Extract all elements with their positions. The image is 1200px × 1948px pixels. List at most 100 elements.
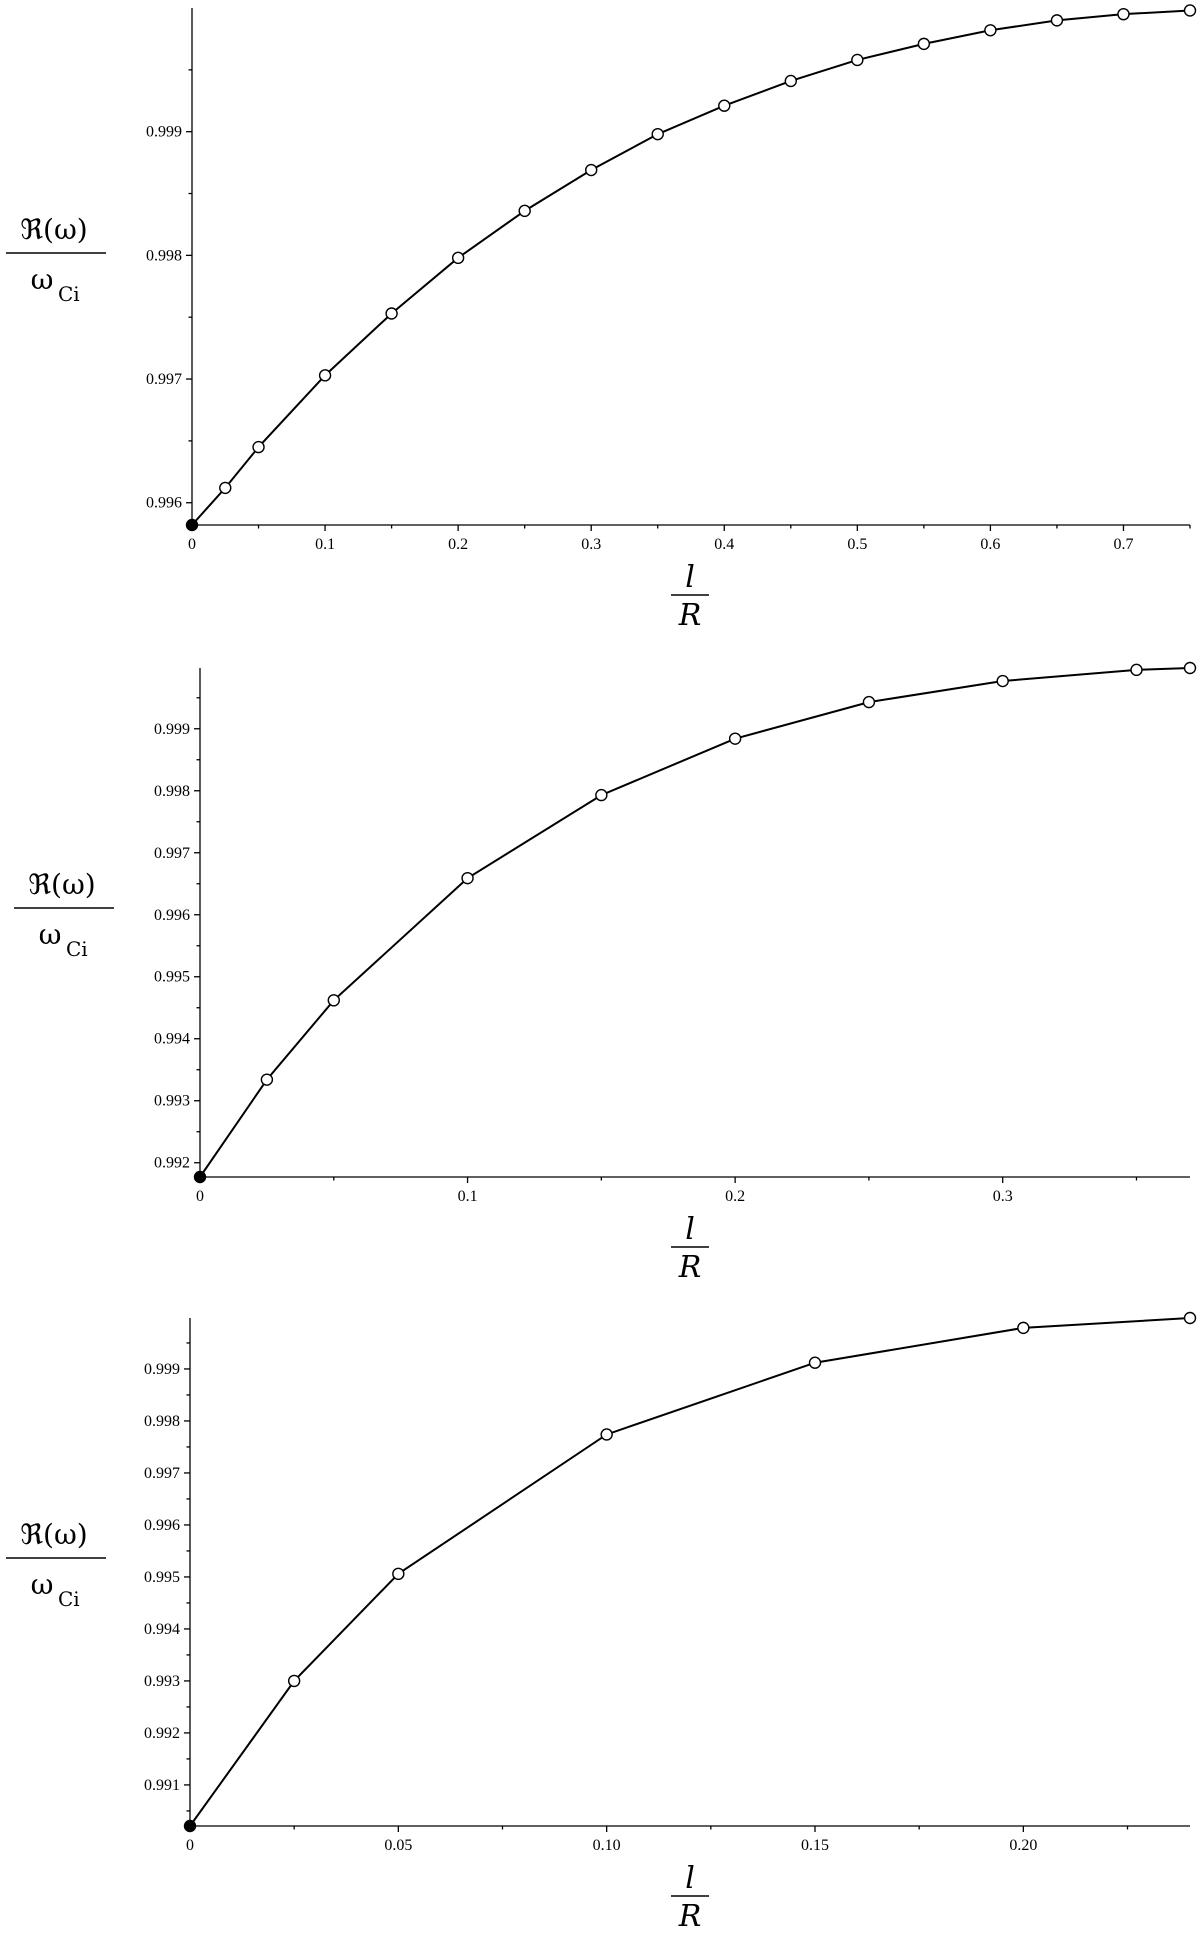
x-tick-label: 0.4 bbox=[714, 536, 734, 553]
data-point bbox=[461, 871, 474, 885]
y-tick-label: 0.992 bbox=[144, 1725, 180, 1742]
data-point bbox=[595, 788, 608, 802]
data-point-filled bbox=[193, 1170, 207, 1184]
y-label-numerator: ℜ(ω) bbox=[28, 868, 95, 901]
series-line bbox=[199, 667, 1191, 1178]
y-label-denominator: ω bbox=[39, 918, 62, 951]
data-point-filled bbox=[185, 518, 199, 532]
y-tick-label: 0.995 bbox=[154, 969, 190, 986]
data-point bbox=[327, 994, 340, 1007]
data-point bbox=[260, 1073, 274, 1086]
y-label-denominator: ω bbox=[31, 1568, 54, 1601]
y-tick-label: 0.996 bbox=[154, 907, 190, 924]
data-point-filled bbox=[183, 1819, 197, 1833]
x-tick-label: 0.20 bbox=[1009, 1837, 1037, 1854]
y-label-subscript: Ci bbox=[58, 1587, 80, 1611]
y-label-subscript: Ci bbox=[66, 937, 88, 961]
x-tick-label: 0.3 bbox=[993, 1188, 1013, 1205]
x-tick-label: 0 bbox=[186, 1837, 194, 1854]
x-tick-label: 0 bbox=[188, 536, 196, 553]
data-point bbox=[718, 99, 731, 112]
data-point bbox=[1183, 1311, 1197, 1325]
data-point bbox=[917, 37, 931, 51]
data-point bbox=[996, 674, 1009, 688]
y-label-numerator: ℜ(ω) bbox=[20, 1518, 87, 1551]
data-point bbox=[219, 481, 232, 495]
y-tick-label: 0.999 bbox=[146, 124, 182, 141]
data-point bbox=[728, 732, 742, 745]
data-point bbox=[451, 251, 465, 265]
chart-1: 0 0.1 0.2 0.3 0.4 0.5 0.6 0.7 0.996 0.997 0.998 0.9… bbox=[6, 4, 1197, 633]
x-label-denominator: R bbox=[678, 598, 702, 633]
y-tick-label: 0.999 bbox=[144, 1361, 180, 1378]
data-point bbox=[1183, 4, 1197, 17]
y-tick-label: 0.998 bbox=[144, 1413, 180, 1430]
x-axis-label: lR bbox=[671, 1212, 709, 1285]
x-tick-label: 0.1 bbox=[458, 1188, 478, 1205]
x-tick-label: 0.1 bbox=[315, 536, 335, 553]
x-axis-label: lR bbox=[671, 560, 709, 633]
x-tick-label: 0.2 bbox=[448, 536, 468, 553]
y-axis-label: ℜ(ω) ω Ci bbox=[14, 868, 114, 961]
x-tick-label: 0.10 bbox=[593, 1837, 621, 1854]
x-label-denominator: R bbox=[678, 1899, 702, 1934]
x-tick-label: 0 bbox=[196, 1188, 204, 1205]
y-tick-label: 0.998 bbox=[146, 247, 182, 264]
y-tick-label: 0.996 bbox=[146, 495, 182, 512]
y-label-denominator: ω bbox=[31, 263, 54, 296]
data-point bbox=[1117, 7, 1130, 21]
data-point bbox=[1183, 661, 1197, 675]
y-tick-label: 0.996 bbox=[144, 1517, 180, 1534]
data-point bbox=[392, 1567, 405, 1581]
x-label-numerator: l bbox=[685, 1861, 695, 1896]
y-tick-label: 0.993 bbox=[154, 1093, 190, 1110]
series-line bbox=[191, 9, 1191, 526]
data-point bbox=[1017, 1321, 1030, 1335]
x-tick-label: 0.15 bbox=[801, 1837, 829, 1854]
series-line bbox=[189, 1317, 1191, 1827]
chart-3: 0 0.05 0.10 0.15 0.20 0.991 0.992 0.993 0.994 0.9… bbox=[6, 1311, 1197, 1934]
data-point bbox=[287, 1674, 301, 1688]
y-tick-label: 0.995 bbox=[144, 1569, 180, 1586]
data-point bbox=[252, 440, 265, 454]
x-tick-label: 0.3 bbox=[581, 536, 601, 553]
y-axis-label: ℜ(ω) ω Ci bbox=[6, 1518, 106, 1611]
x-tick-label: 0.6 bbox=[980, 536, 1000, 553]
x-label-numerator: l bbox=[685, 560, 695, 595]
data-point bbox=[318, 369, 332, 382]
x-label-denominator: R bbox=[678, 1250, 702, 1285]
data-point bbox=[651, 127, 664, 141]
chart-2: 0 0.1 0.2 0.3 0.992 0.993 0.994 0.995 0.996 0.997… bbox=[14, 661, 1197, 1285]
y-label-subscript: Ci bbox=[58, 282, 80, 306]
data-point bbox=[1050, 14, 1064, 27]
x-tick-label: 0.2 bbox=[725, 1188, 745, 1205]
y-tick-label: 0.993 bbox=[144, 1673, 180, 1690]
y-label-numerator: ℜ(ω) bbox=[20, 213, 87, 246]
y-tick-label: 0.999 bbox=[154, 721, 190, 738]
y-tick-label: 0.997 bbox=[154, 845, 190, 862]
data-point bbox=[1130, 663, 1143, 677]
data-point bbox=[862, 695, 876, 709]
y-tick-label: 0.998 bbox=[154, 783, 190, 800]
data-point bbox=[784, 74, 797, 88]
data-point bbox=[585, 163, 598, 177]
data-point bbox=[984, 24, 997, 37]
y-tick-label: 0.992 bbox=[154, 1155, 190, 1172]
data-point bbox=[385, 307, 398, 320]
y-tick-label: 0.997 bbox=[146, 371, 182, 388]
y-tick-label: 0.997 bbox=[144, 1465, 180, 1482]
y-tick-label: 0.994 bbox=[144, 1621, 180, 1638]
y-tick-label: 0.991 bbox=[144, 1777, 180, 1794]
y-axis-label: ℜ(ω) ω Ci bbox=[6, 213, 106, 306]
data-point bbox=[851, 53, 864, 67]
y-tick-label: 0.994 bbox=[154, 1031, 190, 1048]
data-point bbox=[600, 1428, 613, 1441]
data-point bbox=[518, 204, 531, 218]
data-point bbox=[808, 1356, 822, 1369]
x-tick-label: 0.5 bbox=[847, 536, 867, 553]
x-label-numerator: l bbox=[685, 1212, 695, 1247]
x-tick-label: 0.05 bbox=[384, 1837, 412, 1854]
x-tick-label: 0.7 bbox=[1113, 536, 1133, 553]
x-axis-label: lR bbox=[671, 1861, 709, 1934]
